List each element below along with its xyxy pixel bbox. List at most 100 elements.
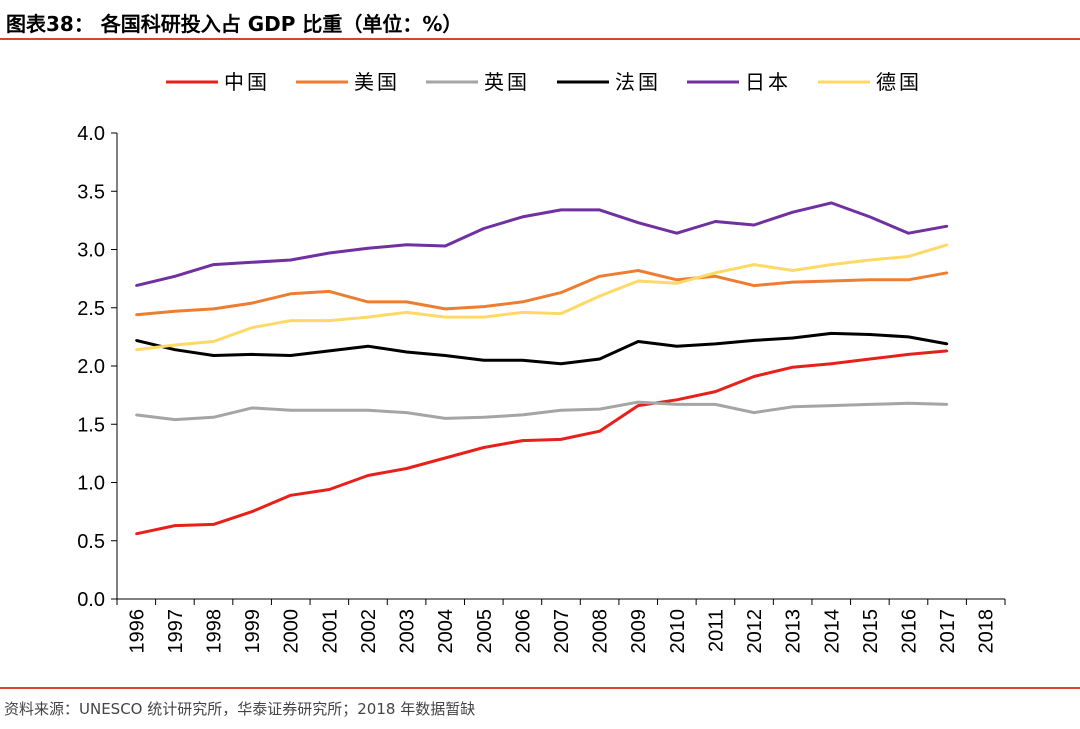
data-point (830, 332, 833, 335)
legend-label: 德国 (876, 70, 922, 94)
x-tick-label: 2005 (474, 609, 496, 654)
data-point (945, 403, 949, 406)
data-point (289, 292, 292, 295)
data-point (637, 221, 640, 224)
data-point (135, 348, 138, 351)
data-point (559, 438, 563, 441)
data-point (328, 251, 331, 255)
data-point (521, 413, 524, 417)
data-point (675, 345, 678, 348)
y-tick-label: 1.0 (77, 473, 105, 495)
x-tick-label: 2009 (628, 609, 650, 654)
x-tick-label: 2004 (435, 609, 457, 654)
data-point (868, 333, 872, 336)
legend-item-5: 德国 (818, 70, 922, 94)
data-point (598, 357, 601, 361)
data-point (289, 319, 292, 322)
data-point (791, 211, 794, 214)
data-point (752, 411, 756, 414)
x-tick-label: 2008 (590, 609, 612, 654)
legend-item-2: 英国 (426, 70, 527, 94)
y-tick-label: 3.5 (77, 181, 105, 203)
data-point (482, 315, 485, 319)
x-tick-label: 1996 (126, 609, 148, 654)
data-point (830, 362, 833, 365)
data-point (212, 263, 215, 266)
x-tick-label: 2010 (667, 609, 689, 654)
data-point (482, 359, 485, 362)
data-point (212, 354, 215, 357)
data-point (250, 406, 254, 410)
data-point (444, 307, 447, 311)
data-point (405, 243, 408, 246)
data-point (135, 313, 138, 316)
data-point (598, 275, 601, 278)
data-point (366, 247, 370, 250)
legend-item-1: 美国 (296, 70, 397, 94)
data-point (714, 403, 717, 406)
source-note: 资料来源：UNESCO 统计研究所，华泰证券研究所；2018 年数据暂缺 (4, 700, 476, 718)
data-point (945, 349, 949, 353)
data-point (598, 407, 601, 411)
data-point (714, 342, 717, 346)
legend-item-0: 中国 (166, 70, 267, 94)
data-point (173, 343, 177, 347)
data-point (212, 307, 215, 311)
x-tick-label: 2003 (397, 609, 419, 654)
data-point (868, 278, 872, 281)
data-point (135, 284, 138, 287)
x-tick-label: 2012 (744, 609, 766, 654)
data-point (868, 357, 872, 361)
x-tick-label: 1999 (242, 609, 264, 654)
data-point (907, 255, 910, 258)
data-point (328, 488, 331, 491)
data-point (868, 258, 872, 262)
data-point (521, 215, 524, 219)
series-line-2 (136, 400, 948, 422)
data-point (559, 312, 563, 315)
y-axis: 0.0 0.5 1.0 1.5 2.0 2.5 3.0 3.5 4.0 (77, 123, 118, 611)
legend-label: 法国 (615, 70, 661, 94)
y-tick-label: 3.0 (77, 240, 105, 262)
title-divider (0, 38, 1080, 40)
data-point (868, 403, 872, 406)
legend-item-3: 法国 (557, 70, 661, 94)
data-point (907, 353, 910, 356)
data-point (444, 315, 447, 319)
data-point (907, 402, 910, 405)
data-point (791, 405, 794, 408)
data-point (598, 208, 601, 212)
x-tick-label: 2011 (705, 609, 727, 652)
x-tick-label: 2014 (821, 609, 843, 654)
data-point (328, 319, 331, 322)
data-point (714, 271, 717, 274)
series-line-0 (135, 349, 948, 536)
data-point (135, 413, 138, 417)
data-point (559, 208, 563, 212)
data-point (405, 350, 408, 354)
data-point (675, 282, 678, 285)
data-point (173, 418, 177, 421)
series-line-4 (135, 201, 948, 288)
data-point (945, 342, 949, 346)
data-point (945, 271, 949, 274)
data-point (637, 269, 640, 272)
data-point (907, 232, 910, 235)
figure-title: 图表38： 各国科研投入占 GDP 比重（单位：%） (6, 12, 463, 36)
data-point (868, 215, 872, 219)
data-point (637, 400, 640, 404)
data-point (598, 294, 601, 298)
x-tick-label: 1997 (165, 609, 187, 654)
data-point (907, 278, 910, 281)
y-tick-label: 1.5 (77, 414, 105, 436)
y-tick-label: 0.5 (77, 531, 105, 553)
data-point (173, 310, 177, 313)
data-point (444, 354, 447, 357)
data-point (366, 474, 370, 477)
x-axis: 1996 1997 1998 1999 2000 2001 2002 2003 2004 2005… (116, 598, 1006, 654)
x-tick-label: 2006 (512, 609, 534, 654)
data-point (135, 532, 138, 535)
data-point (752, 263, 756, 266)
data-point (675, 278, 678, 281)
data-point (289, 409, 292, 412)
